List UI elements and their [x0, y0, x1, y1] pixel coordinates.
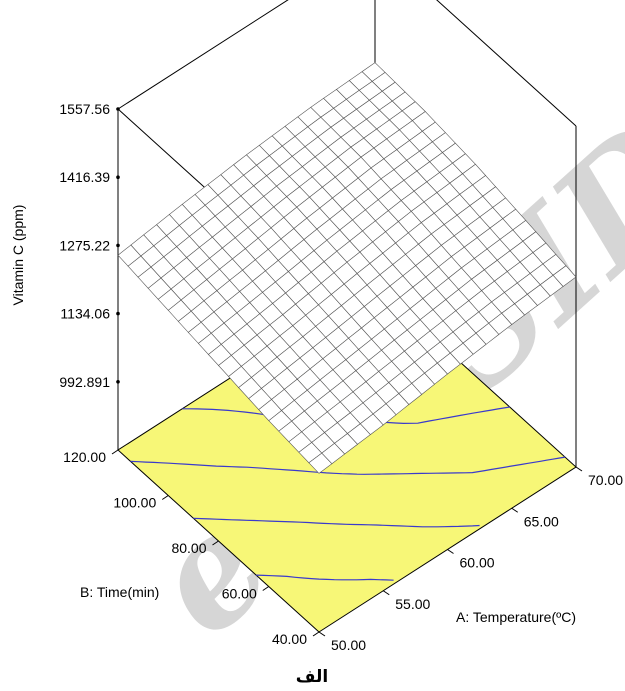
x-axis-label: A: Temperature(ºC) — [456, 609, 576, 625]
contour-line — [256, 574, 394, 581]
z-tick-label: 1275.22 — [59, 237, 110, 253]
z-tick-label: 1416.39 — [59, 169, 110, 185]
x-tick-label: 65.00 — [524, 513, 559, 529]
x-tick-label: 55.00 — [395, 596, 430, 612]
y-tick-label: 80.00 — [171, 540, 206, 556]
box-edge-top-right — [436, 0, 577, 127]
x-tick-mark — [575, 466, 583, 472]
y-tick-label: 120.00 — [63, 449, 106, 465]
x-tick-mark — [318, 631, 326, 637]
x-tick-label: 60.00 — [460, 555, 495, 571]
z-tick-mark — [116, 107, 120, 111]
tick-labels: 992.891 1134.06 1275.22 1416.39 1557.56 50.00… — [59, 101, 623, 653]
surface-mesh — [117, 62, 577, 474]
contour-line — [130, 456, 566, 475]
x-tick-label: 50.00 — [331, 637, 366, 653]
y-tick-mark — [111, 449, 119, 455]
x-tick-mark — [447, 549, 454, 554]
y-tick-mark — [212, 540, 219, 546]
contour-line — [193, 517, 480, 528]
x-tick-mark — [511, 507, 519, 513]
z-axis-label: Vitamin C (ppm) — [10, 205, 26, 306]
surface-cell — [552, 265, 577, 287]
y-tick-mark — [262, 586, 270, 591]
box-edge-top-back — [117, 0, 289, 110]
z-tick-label: 1134.06 — [60, 306, 110, 322]
z-tick-mark — [116, 243, 120, 248]
z-tick-mark — [116, 175, 120, 179]
y-tick-label: 40.00 — [272, 631, 307, 647]
y-axis-label: B: Time(min) — [80, 584, 159, 600]
y-tick-label: 60.00 — [222, 586, 257, 602]
x-tick-label: 70.00 — [588, 472, 623, 488]
z-tick-label: 992.891 — [59, 374, 110, 390]
y-tick-mark — [161, 495, 169, 500]
z-tick-label: 1557.56 — [59, 101, 110, 117]
x-tick-mark — [382, 590, 390, 596]
z-tick-mark — [116, 379, 120, 384]
caption: الف — [296, 667, 328, 687]
y-tick-label: 100.00 — [113, 495, 156, 511]
y-tick-mark — [312, 631, 320, 637]
z-tick-mark — [116, 311, 120, 316]
